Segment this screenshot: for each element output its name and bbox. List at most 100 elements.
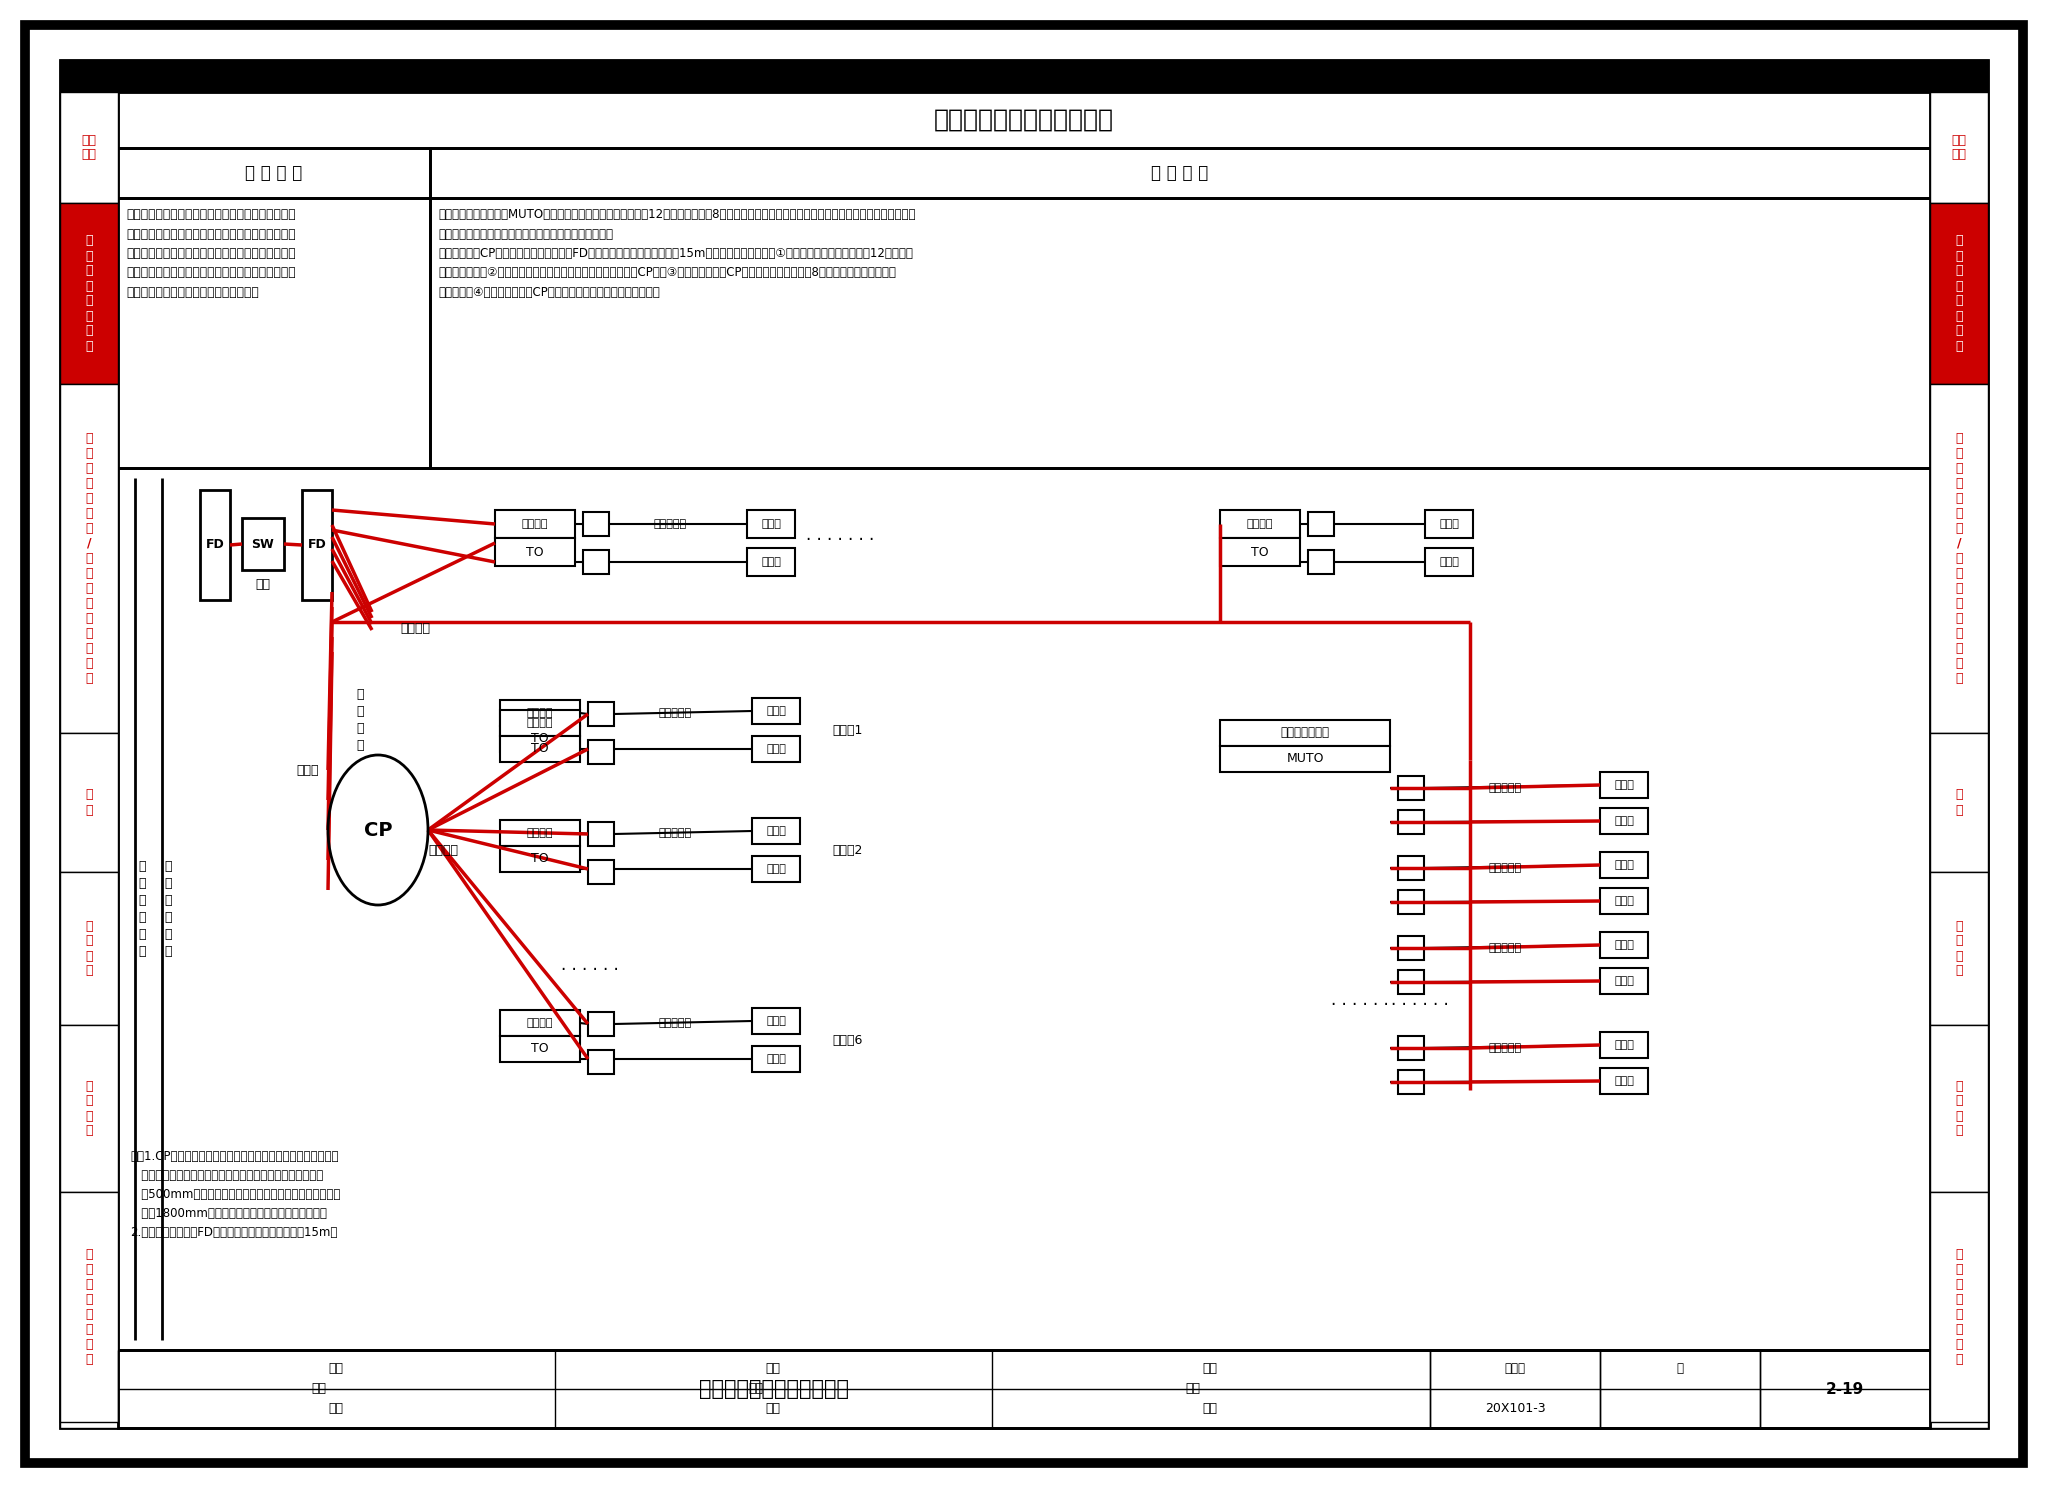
Text: 施
工: 施 工 bbox=[86, 789, 92, 817]
Bar bbox=[588, 740, 614, 763]
Bar bbox=[1599, 1350, 1759, 1428]
Bar bbox=[588, 860, 614, 884]
Bar bbox=[1430, 1350, 1599, 1428]
Bar bbox=[500, 737, 580, 762]
Bar bbox=[752, 1007, 801, 1034]
Text: 电话机: 电话机 bbox=[1614, 1040, 1634, 1051]
Bar bbox=[500, 726, 580, 751]
Bar bbox=[1399, 890, 1423, 914]
Bar bbox=[588, 702, 614, 726]
Bar bbox=[588, 1012, 614, 1036]
Bar bbox=[588, 821, 614, 847]
Text: 光
纤
到
用
户
单
元
/
户
无
源
光
局
域
网
系
统: 光 纤 到 用 户 单 元 / 户 无 源 光 局 域 网 系 统 bbox=[1956, 432, 1962, 684]
Bar bbox=[1929, 1192, 1989, 1423]
Text: TO: TO bbox=[530, 1043, 549, 1055]
Text: 语
音
主
干
电
缆: 语 音 主 干 电 缆 bbox=[164, 860, 172, 958]
Bar bbox=[1221, 510, 1300, 539]
Bar bbox=[59, 734, 119, 872]
Text: 2-19: 2-19 bbox=[1827, 1381, 1864, 1397]
Bar bbox=[59, 202, 119, 384]
Text: 水
平
缆
线: 水 平 缆 线 bbox=[356, 687, 365, 751]
Text: 信息插座: 信息插座 bbox=[526, 708, 553, 719]
Bar bbox=[500, 847, 580, 872]
Bar bbox=[1929, 872, 1989, 1025]
Text: 工作区1: 工作区1 bbox=[831, 723, 862, 737]
Text: 跳线: 跳线 bbox=[256, 577, 270, 591]
Text: 计算机: 计算机 bbox=[1614, 1076, 1634, 1086]
Text: 信息插座: 信息插座 bbox=[526, 1018, 553, 1028]
Text: 电话机: 电话机 bbox=[1614, 860, 1634, 870]
Bar bbox=[584, 512, 608, 536]
Text: 工作区电缆: 工作区电缆 bbox=[659, 708, 692, 719]
Text: 工作区电缆: 工作区电缆 bbox=[1489, 1043, 1522, 1054]
Text: 20X101-3: 20X101-3 bbox=[1485, 1402, 1546, 1415]
Text: 设 计 方 式: 设 计 方 式 bbox=[1151, 164, 1208, 182]
Text: 检
测
验
收: 检 测 验 收 bbox=[1956, 920, 1962, 978]
Bar bbox=[242, 518, 285, 570]
Bar bbox=[1221, 745, 1391, 772]
Text: 数
据
中
心
布
线
系
统: 数 据 中 心 布 线 系 统 bbox=[1956, 1248, 1962, 1366]
Text: 信息插座: 信息插座 bbox=[526, 719, 553, 728]
Text: 检
测
验
收: 检 测 验 收 bbox=[86, 920, 92, 978]
Text: 信息插座: 信息插座 bbox=[526, 827, 553, 838]
Text: 工作区电缆: 工作区电缆 bbox=[1489, 863, 1522, 873]
Text: 水平缆线: 水平缆线 bbox=[428, 844, 459, 857]
Text: 孙兰: 孙兰 bbox=[1202, 1363, 1217, 1375]
Text: 计算机: 计算机 bbox=[1614, 976, 1634, 987]
Bar bbox=[752, 737, 801, 762]
Text: 工
程
示
例: 工 程 示 例 bbox=[1956, 1079, 1962, 1137]
Bar bbox=[500, 699, 580, 726]
Bar bbox=[1309, 512, 1333, 536]
Bar bbox=[59, 92, 119, 1428]
Bar bbox=[59, 384, 119, 734]
Text: 电话机: 电话机 bbox=[762, 519, 780, 530]
Text: 数
据
主
干
光
缆: 数 据 主 干 光 缆 bbox=[139, 860, 145, 958]
Text: FD: FD bbox=[307, 539, 326, 552]
Text: · · · · · ·: · · · · · · bbox=[561, 961, 618, 979]
Bar bbox=[1399, 777, 1423, 801]
Text: 计算机: 计算机 bbox=[766, 865, 786, 873]
Text: 工
程
示
例: 工 程 示 例 bbox=[86, 1079, 92, 1137]
Text: 电话机: 电话机 bbox=[766, 705, 786, 716]
Text: 审核: 审核 bbox=[311, 1382, 326, 1396]
Text: 电话机: 电话机 bbox=[766, 1016, 786, 1027]
Bar bbox=[500, 1036, 580, 1062]
Bar bbox=[1399, 1070, 1423, 1094]
Text: 工作区电缆: 工作区电缆 bbox=[653, 519, 686, 530]
Text: 计算机: 计算机 bbox=[766, 1054, 786, 1064]
Text: 电话机: 电话机 bbox=[1614, 940, 1634, 949]
Text: FD: FD bbox=[205, 539, 225, 552]
Bar bbox=[1399, 809, 1423, 833]
Text: 工作区电缆: 工作区电缆 bbox=[659, 1018, 692, 1028]
Text: TO: TO bbox=[1251, 546, 1270, 558]
Bar bbox=[1929, 92, 1989, 202]
Bar bbox=[119, 1350, 1929, 1428]
Bar bbox=[1599, 772, 1649, 798]
Bar bbox=[496, 539, 575, 565]
Text: 计算机: 计算机 bbox=[1614, 815, 1634, 826]
Bar bbox=[201, 490, 229, 600]
Text: 电话机: 电话机 bbox=[1614, 780, 1634, 790]
Bar bbox=[496, 510, 575, 539]
Text: 施
工: 施 工 bbox=[1956, 789, 1962, 817]
Text: 电话机: 电话机 bbox=[766, 826, 786, 836]
Bar bbox=[1399, 936, 1423, 960]
Text: 多用户信息插座: 多用户信息插座 bbox=[1280, 726, 1329, 740]
Text: 计算机: 计算机 bbox=[1614, 896, 1634, 906]
Bar bbox=[119, 92, 1929, 147]
Text: 计算机: 计算机 bbox=[762, 557, 780, 567]
Bar bbox=[59, 872, 119, 1025]
Text: CP: CP bbox=[365, 820, 393, 839]
Bar bbox=[119, 147, 430, 198]
Text: 开放型办公室布线系统设计: 开放型办公室布线系统设计 bbox=[934, 109, 1114, 132]
Bar bbox=[1599, 1068, 1649, 1094]
Bar bbox=[748, 548, 795, 576]
Bar bbox=[1221, 539, 1300, 565]
Text: 集合点: 集合点 bbox=[297, 763, 319, 777]
Bar bbox=[1929, 1025, 1989, 1192]
Bar bbox=[59, 1025, 119, 1192]
Bar bbox=[1599, 888, 1649, 914]
Text: 开放型办公室布线系统设计: 开放型办公室布线系统设计 bbox=[698, 1379, 850, 1399]
Bar bbox=[1929, 734, 1989, 872]
Text: · · · · · ·: · · · · · · bbox=[1391, 995, 1448, 1013]
